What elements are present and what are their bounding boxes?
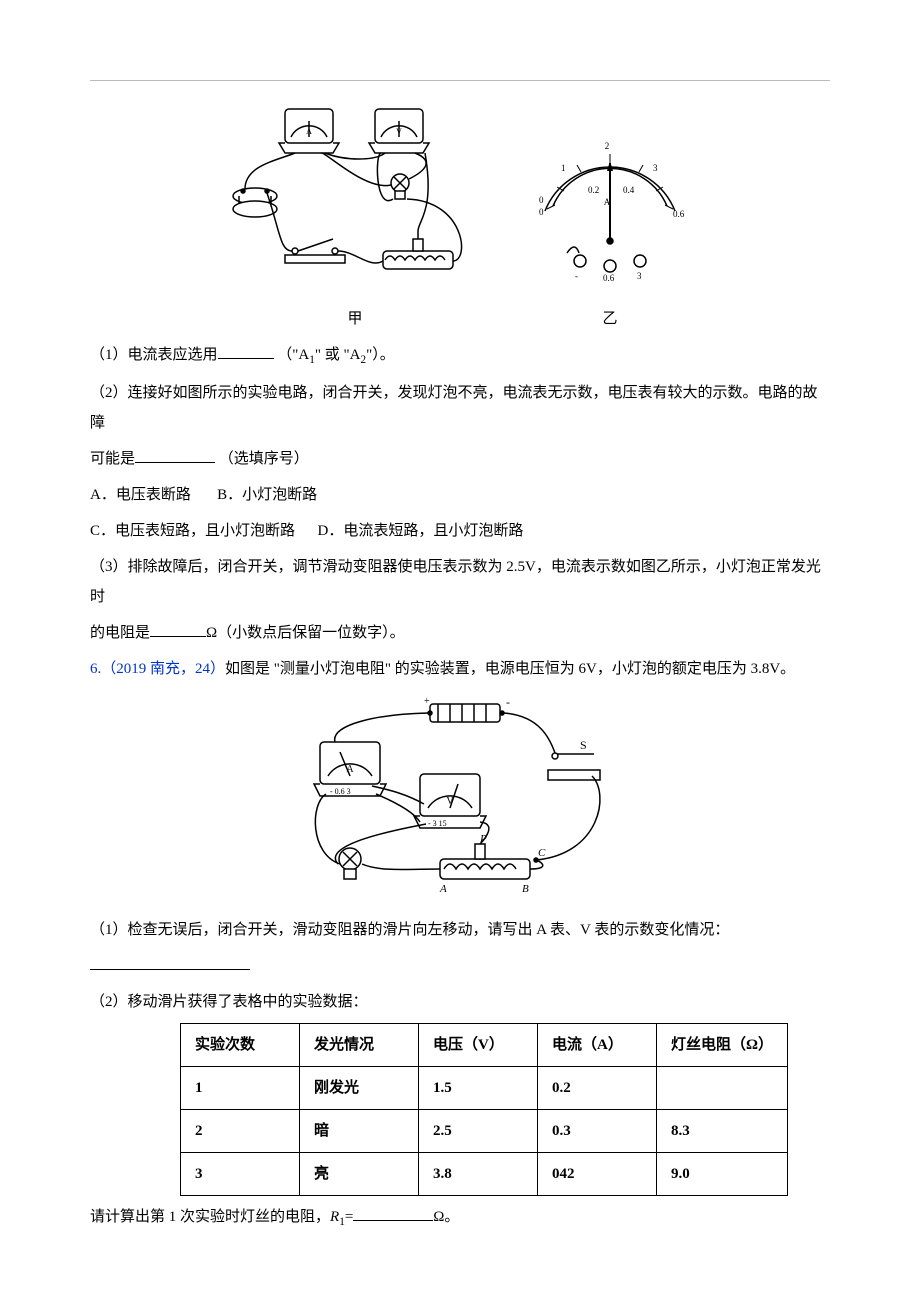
svg-text:V: V (396, 127, 402, 136)
svg-text:2: 2 (605, 141, 610, 151)
td: 1.5 (419, 1066, 538, 1109)
calc-a: 请计算出第 1 次实验时灯丝的电阻， (90, 1209, 330, 1225)
td: 0.2 (538, 1066, 657, 1109)
td: 0.3 (538, 1109, 657, 1152)
q2-opt-c: C．电压表短路，且小灯泡断路 (90, 523, 295, 539)
td: 3 (181, 1152, 300, 1195)
figure-jia-label: 甲 (225, 304, 485, 334)
ammeter-dial-svg: 00 1 2 3 0.2 0.4 0.6 A (525, 121, 695, 291)
q2-opt-d: D．电流表短路，且小灯泡断路 (318, 523, 524, 539)
td: 8.3 (657, 1109, 788, 1152)
svg-text:V: V (446, 796, 454, 807)
q3-line2-b: Ω（小数点后保留一位数字）。 (206, 625, 405, 641)
q1-text-d: "）。 (366, 347, 395, 363)
td: 3.8 (419, 1152, 538, 1195)
q2-line2: 可能是 （选填序号） (90, 444, 830, 474)
td: 2.5 (419, 1109, 538, 1152)
td: 042 (538, 1152, 657, 1195)
svg-text:+: + (424, 696, 430, 707)
svg-text:B: B (522, 883, 529, 894)
svg-text:-: - (506, 695, 510, 709)
q3-line2-a: 的电阻是 (90, 625, 150, 641)
calc-eq: = (345, 1209, 353, 1225)
sub1-text: （1）检查无误后，闭合开关，滑动变阻器的滑片向左移动，请写出 A 表、V 表的示… (90, 915, 830, 945)
page-top-rule (90, 80, 830, 81)
q6-line: 6.（2019 南充，24）如图是 "测量小灯泡电阻" 的实验装置，电源电压恒为… (90, 654, 830, 684)
q2-opt-a: A．电压表断路 (90, 487, 191, 503)
q3-line1: （3）排除故障后，闭合开关，调节滑动变阻器使电压表示数为 2.5V，电流表示数如… (90, 552, 830, 612)
q1-blank (218, 343, 274, 359)
q6-text: 如图是 "测量小灯泡电阻" 的实验装置，电源电压恒为 6V，小灯泡的额定电压为 … (225, 661, 795, 677)
svg-text:A: A (346, 764, 354, 775)
q1-text-a: （1）电流表应选用 (90, 347, 218, 363)
svg-text:0: 0 (539, 195, 544, 205)
q2-line2-a: 可能是 (90, 451, 135, 467)
td: 亮 (300, 1152, 419, 1195)
figure-yi: 00 1 2 3 0.2 0.4 0.6 A (525, 121, 695, 334)
svg-text:S: S (580, 738, 587, 752)
svg-text:0.6: 0.6 (673, 209, 685, 219)
td (657, 1066, 788, 1109)
q2-line2-b: （选填序号） (219, 451, 309, 467)
td: 刚发光 (300, 1066, 419, 1109)
figure-yi-label: 乙 (525, 304, 695, 334)
data-table: 实验次数 发光情况 电压（V） 电流（A） 灯丝电阻（Ω） 1 刚发光 1.5 … (180, 1023, 788, 1196)
calc-blank (353, 1205, 433, 1221)
q1-text-b: （"A (277, 347, 309, 363)
figure-jia: A V (225, 101, 485, 334)
q6-ref: 6.（2019 南充，24） (90, 661, 225, 677)
figure-row-1: A V (90, 101, 830, 334)
sub1-blank (90, 954, 250, 970)
q3-blank (150, 621, 206, 637)
figure-q6: + - A - 0.6 3 V - 3 15 S (90, 694, 830, 905)
th-0: 实验次数 (181, 1023, 300, 1066)
sub2-text: （2）移动滑片获得了表格中的实验数据： (90, 987, 830, 1017)
svg-text:- 3 15: - 3 15 (428, 819, 447, 828)
svg-text:3: 3 (653, 163, 658, 173)
td: 2 (181, 1109, 300, 1152)
th-3: 电流（A） (538, 1023, 657, 1066)
sub1-blank-line (90, 951, 830, 981)
table-row: 2 暗 2.5 0.3 8.3 (181, 1109, 788, 1152)
svg-text:0.6: 0.6 (603, 273, 615, 283)
td: 暗 (300, 1109, 419, 1152)
th-4: 灯丝电阻（Ω） (657, 1023, 788, 1066)
svg-text:C: C (538, 847, 546, 859)
td: 9.0 (657, 1152, 788, 1195)
svg-text:0: 0 (539, 207, 544, 217)
th-1: 发光情况 (300, 1023, 419, 1066)
svg-text:A: A (439, 883, 447, 894)
calc-line: 请计算出第 1 次实验时灯丝的电阻，R1=Ω。 (90, 1202, 830, 1234)
svg-text:1: 1 (561, 163, 566, 173)
q1-line: （1）电流表应选用 （"A1" 或 "A2"）。 (90, 340, 830, 372)
table-row: 1 刚发光 1.5 0.2 (181, 1066, 788, 1109)
q2-opt-b: B．小灯泡断路 (217, 487, 317, 503)
td: 1 (181, 1066, 300, 1109)
svg-text:-: - (575, 271, 578, 281)
circuit-jia-svg: A V (225, 101, 485, 291)
q3-line2: 的电阻是 Ω（小数点后保留一位数字）。 (90, 618, 830, 648)
q2-opts-row2: C．电压表短路，且小灯泡断路 D．电流表短路，且小灯泡断路 (90, 516, 830, 546)
q2-blank (135, 447, 215, 463)
calc-R: R (330, 1209, 339, 1225)
svg-text:3: 3 (637, 271, 642, 281)
th-2: 电压（V） (419, 1023, 538, 1066)
svg-text:0.2: 0.2 (588, 185, 599, 195)
q2-opts-row1: A．电压表断路 B．小灯泡断路 (90, 480, 830, 510)
circuit-q6-svg: + - A - 0.6 3 V - 3 15 S (280, 694, 640, 894)
svg-text:- 0.6 3: - 0.6 3 (330, 787, 351, 796)
q2-line1: （2）连接好如图所示的实验电路，闭合开关，发现灯泡不亮，电流表无示数，电压表有较… (90, 378, 830, 438)
svg-text:0.4: 0.4 (623, 185, 635, 195)
q1-text-c: " 或 "A (315, 347, 361, 363)
table-header-row: 实验次数 发光情况 电压（V） 电流（A） 灯丝电阻（Ω） (181, 1023, 788, 1066)
calc-d: Ω。 (433, 1209, 459, 1225)
table-row: 3 亮 3.8 042 9.0 (181, 1152, 788, 1195)
svg-text:A: A (306, 127, 312, 136)
